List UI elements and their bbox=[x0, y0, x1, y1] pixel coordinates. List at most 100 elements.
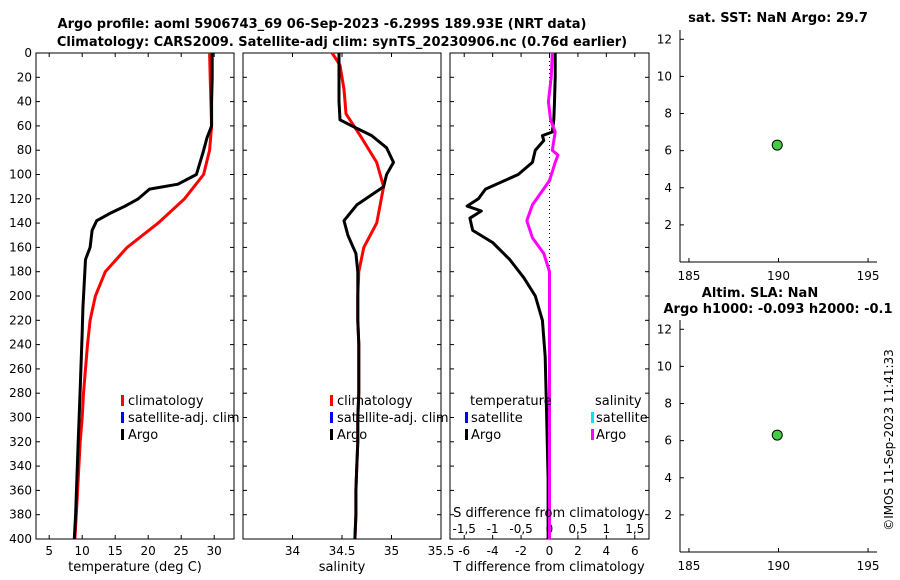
series-argo bbox=[72, 53, 214, 540]
x-tick-label: 0 bbox=[546, 544, 554, 558]
legend-label-t-argo: Argo bbox=[471, 428, 501, 443]
y-tick-label: 2 bbox=[664, 508, 672, 522]
legend-label-climatology: climatology bbox=[337, 394, 413, 409]
x-tick-label: 35.5 bbox=[428, 544, 455, 558]
legend-label-satellite: satellite-adj. clim bbox=[337, 411, 449, 426]
y-tick-label: 6 bbox=[664, 434, 672, 448]
x-tick-label: 34 bbox=[285, 544, 300, 558]
y-tick-label: 220 bbox=[9, 313, 32, 327]
x-tick-label: 4 bbox=[603, 544, 611, 558]
s-tick-label: 1,5 bbox=[625, 522, 644, 536]
figure-title-line1: Argo profile: aoml 5906743_69 06-Sep-202… bbox=[58, 17, 587, 32]
difference-legend: temperature salinity satellite Argo sate… bbox=[465, 394, 648, 443]
y-tick-label: 120 bbox=[9, 192, 32, 206]
salinity-xlabel: salinity bbox=[319, 560, 366, 575]
legend-swatch-argo bbox=[121, 429, 124, 440]
s-tick-label: 1 bbox=[603, 522, 611, 536]
y-tick-label: 12 bbox=[657, 322, 672, 336]
y-tick-label: 140 bbox=[9, 216, 32, 230]
series-argo bbox=[337, 53, 395, 540]
y-tick-label: 6 bbox=[664, 144, 672, 158]
sst-plot: 2 4 6 8 10 12 185 190 195 bbox=[657, 30, 880, 283]
series-climatology bbox=[73, 52, 214, 540]
x-tick-label: 30 bbox=[207, 544, 222, 558]
x-tick-label: 35 bbox=[384, 544, 399, 558]
s-tick-label: 0,5 bbox=[568, 522, 587, 536]
s-tick-label: -0,5 bbox=[509, 522, 532, 536]
s-tick-label: -1 bbox=[487, 522, 499, 536]
legend-label-t-satellite: satellite bbox=[471, 411, 523, 426]
s-tick-label: -1,5 bbox=[453, 522, 476, 536]
sla-panel-title-1: Altim. SLA: NaN bbox=[702, 286, 818, 301]
temperature-legend: climatology satellite-adj. clim Argo bbox=[121, 394, 240, 443]
sla-panel-title-2: Argo h1000: -0.093 h2000: -0.1 bbox=[663, 302, 892, 317]
x-tick-label: 185 bbox=[678, 269, 701, 283]
legend-swatch-s-argo bbox=[591, 429, 594, 440]
series-argo-t bbox=[465, 53, 557, 539]
x-tick-label: 195 bbox=[857, 269, 880, 283]
y-tick-label: 12 bbox=[657, 32, 672, 46]
difference-xlabel: T difference from climatology bbox=[452, 560, 645, 575]
legend-label-s-argo: Argo bbox=[596, 428, 626, 443]
x-tick-label: 5 bbox=[45, 544, 53, 558]
y-tick-label: 180 bbox=[9, 265, 32, 279]
sst-panel-title: sat. SST: NaN Argo: 29.7 bbox=[688, 11, 868, 26]
legend-header-temperature: temperature bbox=[470, 394, 552, 409]
legend-swatch-argo bbox=[330, 429, 333, 440]
x-tick-label: 195 bbox=[857, 559, 880, 573]
legend-swatch-satellite bbox=[121, 412, 124, 423]
y-tick-label: 8 bbox=[664, 397, 672, 411]
argo-point bbox=[771, 139, 783, 151]
legend-swatch-satellite bbox=[330, 412, 333, 423]
x-tick-label: 34.5 bbox=[329, 544, 356, 558]
y-tick-label: 4 bbox=[664, 471, 672, 485]
x-tick-label: 2 bbox=[574, 544, 582, 558]
legend-label-argo: Argo bbox=[337, 428, 367, 443]
y-tick-label: 400 bbox=[9, 532, 32, 546]
difference-top-xlabel: S difference from climatology bbox=[453, 506, 645, 521]
y-tick-label: 320 bbox=[9, 435, 32, 449]
y-tick-label: 200 bbox=[9, 289, 32, 303]
y-tick-label: 380 bbox=[9, 508, 32, 522]
y-tick-label: 160 bbox=[9, 240, 32, 254]
timestamp: ©IMOS 11-Sep-2023 11:41:33 bbox=[882, 349, 896, 531]
legend-header-salinity: salinity bbox=[595, 394, 642, 409]
salinity-legend: climatology satellite-adj. clim Argo bbox=[330, 394, 449, 443]
argo-point bbox=[771, 429, 783, 441]
temperature-axes bbox=[35, 52, 235, 540]
y-tick-label: 20 bbox=[17, 70, 32, 84]
legend-label-satellite: satellite-adj. clim bbox=[128, 411, 240, 426]
series-argo-s bbox=[525, 52, 560, 539]
figure-title-line2: Climatology: CARS2009. Satellite-adj cli… bbox=[57, 35, 627, 50]
x-tick-label: 10 bbox=[75, 544, 90, 558]
y-tick-label: 4 bbox=[664, 181, 672, 195]
x-tick-label: 190 bbox=[767, 559, 790, 573]
y-tick-label: 2 bbox=[664, 218, 672, 232]
y-tick-label: 300 bbox=[9, 411, 32, 425]
x-tick-label: -6 bbox=[458, 544, 470, 558]
temperature-plot: 0 20 40 60 80 100 120 140 160 180 200 220 240 260 280 3… bbox=[9, 46, 234, 558]
legend-swatch-s-satellite bbox=[591, 412, 594, 423]
y-tick-label: 100 bbox=[9, 168, 32, 182]
x-tick-label: 190 bbox=[767, 269, 790, 283]
x-tick-label: 25 bbox=[174, 544, 189, 558]
y-tick-label: 260 bbox=[9, 362, 32, 376]
salinity-plot: 34 34.5 35 35.5 bbox=[243, 52, 455, 558]
x-tick-label: -4 bbox=[487, 544, 499, 558]
y-tick-label: 8 bbox=[664, 107, 672, 121]
x-tick-label: -2 bbox=[515, 544, 527, 558]
y-tick-label: 280 bbox=[9, 386, 32, 400]
legend-label-climatology: climatology bbox=[128, 394, 204, 409]
y-tick-label: 340 bbox=[9, 459, 32, 473]
y-tick-label: 10 bbox=[657, 359, 672, 373]
y-tick-label: 60 bbox=[17, 119, 32, 133]
legend-swatch-t-argo bbox=[465, 429, 468, 440]
y-tick-label: 360 bbox=[9, 483, 32, 497]
x-tick-label: 6 bbox=[631, 544, 639, 558]
x-tick-label: 185 bbox=[678, 559, 701, 573]
legend-swatch-climatology bbox=[330, 395, 333, 406]
legend-swatch-climatology bbox=[121, 395, 124, 406]
y-tick-label: 80 bbox=[17, 143, 32, 157]
